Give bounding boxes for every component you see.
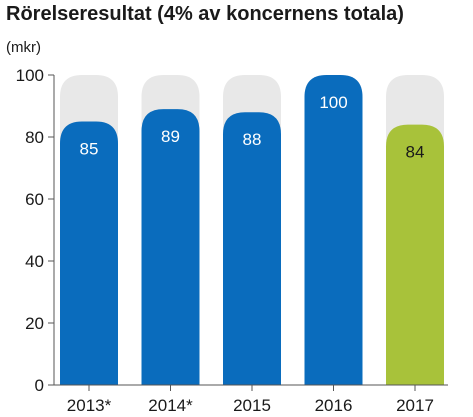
chart-title: Rörelseresultat (4% av koncernens totala… bbox=[6, 3, 404, 25]
bar-2017 bbox=[386, 124, 444, 385]
x-axis-label: 2013* bbox=[67, 396, 112, 415]
data-labels: 85 89 88 100 84 bbox=[80, 93, 425, 162]
data-bars bbox=[60, 75, 444, 385]
bar-2015 bbox=[223, 112, 281, 385]
y-tick-label: 60 bbox=[25, 190, 44, 209]
data-label: 100 bbox=[319, 93, 347, 112]
axes bbox=[48, 74, 448, 391]
y-tick-label: 40 bbox=[25, 252, 44, 271]
bar-2013 bbox=[60, 121, 118, 385]
x-axis-label: 2015 bbox=[233, 396, 271, 415]
data-label: 89 bbox=[161, 127, 180, 146]
x-axis-labels: 2013* 2014* 2015 2016 2017 bbox=[67, 396, 434, 415]
bar-2014 bbox=[141, 109, 200, 385]
x-axis-label: 2017 bbox=[396, 396, 434, 415]
bar-2016 bbox=[304, 75, 363, 385]
y-axis-unit-label: (mkr) bbox=[6, 39, 41, 56]
y-tick-label: 20 bbox=[25, 314, 44, 333]
y-tick-label: 80 bbox=[25, 128, 44, 147]
y-tick-label: 0 bbox=[35, 376, 44, 395]
y-tick-label: 100 bbox=[16, 66, 44, 85]
y-axis-ticks: 0 20 40 60 80 100 bbox=[16, 66, 44, 395]
data-label: 85 bbox=[80, 140, 99, 159]
data-label: 84 bbox=[406, 143, 425, 162]
data-label: 88 bbox=[243, 130, 262, 149]
x-axis-label: 2014* bbox=[148, 396, 193, 415]
x-axis-label: 2016 bbox=[315, 396, 353, 415]
